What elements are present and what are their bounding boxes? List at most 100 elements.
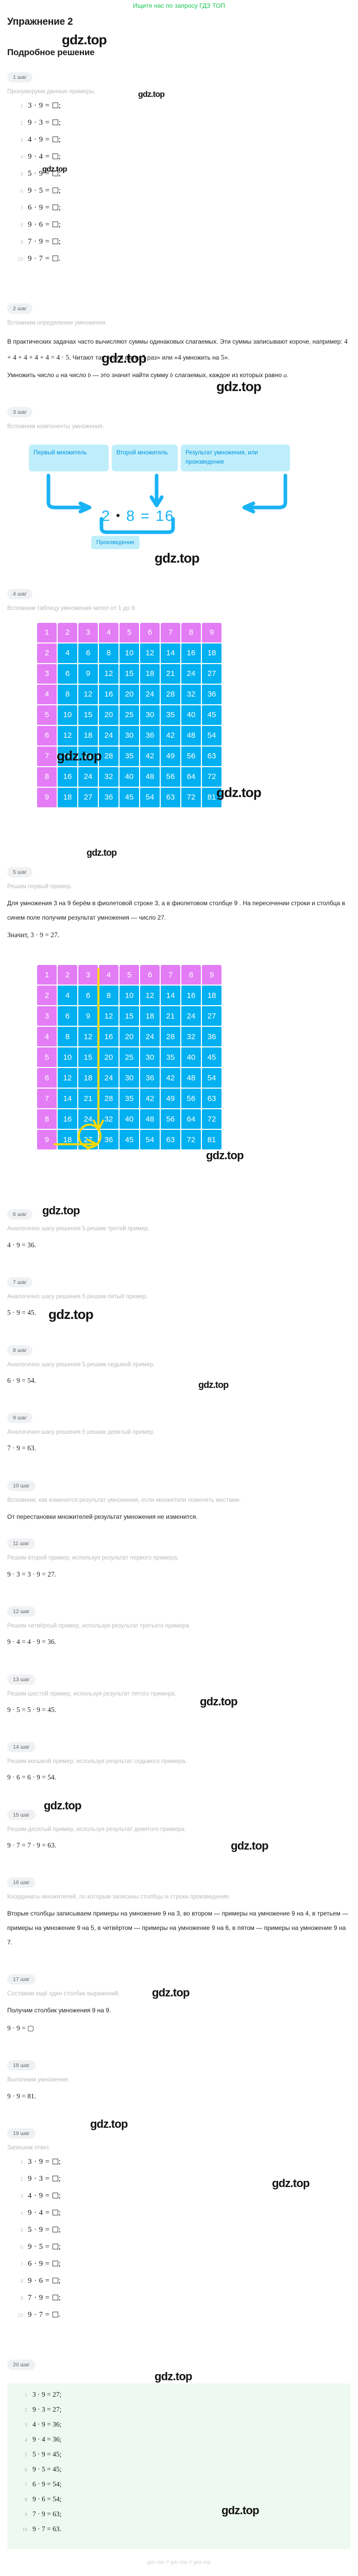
step-2-definition: Умножить число a на число b — это значит… xyxy=(7,371,288,379)
table-cell: 64 xyxy=(181,1109,201,1129)
multiplication-table-highlighted: 1 2 3 4 5 6 7 8 9 2 4 6 8 10 12 14 16 18 3 6 9 12 15 18 21 24 27 4 8… xyxy=(36,964,223,1150)
answer-number: 7 xyxy=(25,2482,27,2488)
table-row: 6 12 18 24 30 36 42 48 54 xyxy=(37,1068,221,1088)
table-cell: 14 xyxy=(161,643,180,663)
table-cell: 63 xyxy=(202,1089,221,1109)
answer-blank-box xyxy=(52,2312,58,2318)
answer-number: 10 xyxy=(17,2313,23,2319)
table-cell: 10 xyxy=(120,643,139,663)
table-cell: 27 xyxy=(202,664,221,684)
table-cell: 36 xyxy=(202,684,221,704)
table-cell: 32 xyxy=(181,684,201,704)
table-header-cell: 4 xyxy=(37,1027,57,1047)
table-header-cell: 7 xyxy=(161,622,180,642)
table-header-cell: 9 xyxy=(202,965,221,985)
step-2-paragraph: В практических задачах часто вычисляют с… xyxy=(7,337,348,361)
step-badge-11: 11 шаг xyxy=(7,1538,35,1549)
step-14-result: 9 · 6 = 6 · 9 = 54. xyxy=(7,1773,57,1782)
table-cell: 42 xyxy=(140,1089,160,1109)
table-header-cell: 4 xyxy=(99,965,118,985)
table-cell: 32 xyxy=(99,1109,118,1129)
table-cell: 48 xyxy=(140,1109,160,1129)
answer-blank-box xyxy=(52,222,58,228)
step-10-rule: От перестановки множителей результат умн… xyxy=(7,1513,198,1520)
table-cell: 24 xyxy=(99,1068,118,1088)
table-cell: 72 xyxy=(181,1130,201,1150)
answer-expression: 3 · 9 = ; xyxy=(28,2158,61,2166)
table-row: 2 4 6 8 10 12 14 16 18 xyxy=(37,986,221,1006)
first-factor-value: 2 xyxy=(101,508,111,525)
step-badge-2: 2 шаг xyxy=(7,303,32,314)
step-badge-16: 16 шаг xyxy=(7,1877,36,1888)
final-answer-row: 5 5 · 9 = 45; xyxy=(15,2450,343,2459)
answer-number: 6 xyxy=(25,2467,27,2473)
final-answer-row: 3 4 · 9 = 36; xyxy=(15,2420,343,2429)
list-item: 8 9 · 6 = ; xyxy=(7,221,351,229)
table-cell: 10 xyxy=(58,1047,77,1067)
list-item: 1 3 · 9 = ; xyxy=(7,101,351,110)
answer-blank-box xyxy=(52,2244,58,2250)
final-answer-row: 8 9 · 6 = 54; xyxy=(15,2495,343,2503)
table-header-cell: 6 xyxy=(140,965,160,985)
table-cell: 30 xyxy=(120,725,139,745)
step-2-intro: Вспомним определение умножения. xyxy=(7,320,107,327)
example-number: 1 xyxy=(20,104,23,110)
answer-expression: 6 · 9 = ; xyxy=(28,2260,61,2268)
table-cell: 15 xyxy=(78,705,98,725)
list-item: 3 4 · 9 = ; xyxy=(7,2192,351,2200)
variable-a: a xyxy=(283,371,287,379)
table-cell: 6 xyxy=(58,1006,77,1026)
example-number: 6 xyxy=(20,189,23,195)
second-factor-value: 8 xyxy=(126,508,136,525)
promo-banner: Ищите нас по запросу ГДЗ ТОП xyxy=(132,2,226,9)
example-number: 2 xyxy=(20,121,23,127)
table-cell: 35 xyxy=(120,746,139,766)
answer-number: 3 xyxy=(20,2194,23,2200)
answer-expression: 5 · 9 = 45; xyxy=(32,2450,62,2459)
answer-number: 4 xyxy=(25,2437,27,2444)
table-cell: 45 xyxy=(120,787,139,807)
table-cell: 40 xyxy=(181,1047,201,1067)
table-cell: 54 xyxy=(140,1130,160,1150)
answer-blank-box xyxy=(52,2159,58,2165)
table-cell: 24 xyxy=(181,664,201,684)
table-cell: 28 xyxy=(99,746,118,766)
variable-a: a xyxy=(56,371,59,379)
table-cell: 24 xyxy=(181,1006,201,1026)
table-cell: 12 xyxy=(99,1006,118,1026)
table-cell: 40 xyxy=(181,705,201,725)
table-cell: 9 xyxy=(78,664,98,684)
answer-number: 10 xyxy=(22,2527,27,2533)
table-cell: 18 xyxy=(202,643,221,663)
table-header-cell: 8 xyxy=(37,767,57,787)
final-answer-row: 1 3 · 9 = 27; xyxy=(15,2391,343,2399)
table-cell: 25 xyxy=(120,1047,139,1067)
table-cell: 18 xyxy=(58,787,77,807)
table-cell: 16 xyxy=(58,1109,77,1129)
table-cell: 4 xyxy=(58,986,77,1006)
table-cell: 27 xyxy=(78,787,98,807)
unsolved-answers-list: 1 3 · 9 = ; 2 9 · 3 = ; 3 4 · 9 = ; 4 9 · 4 = ;… xyxy=(7,2158,351,2319)
table-cell: 21 xyxy=(78,746,98,766)
answer-blank-box xyxy=(52,103,58,109)
answer-expression: 3 · 9 = 27; xyxy=(32,2391,62,2399)
table-cell: 10 xyxy=(120,986,139,1006)
table-cell: 27 xyxy=(78,1130,98,1150)
list-item: 6 9 · 5 = ; xyxy=(7,187,351,195)
answer-number: 5 xyxy=(20,2228,23,2234)
answer-expression: 9 · 4 = ; xyxy=(28,2209,61,2217)
table-cell: 54 xyxy=(202,1068,221,1088)
table-cell: 42 xyxy=(161,1068,180,1088)
example-equation: 2 • 8 = 16 xyxy=(101,508,174,525)
table-cell: 24 xyxy=(78,1109,98,1129)
table-cell: 27 xyxy=(202,1006,221,1026)
chip-second-factor: Второй множитель xyxy=(112,445,178,472)
step-16-intro: Координаты множителей, по которым записа… xyxy=(7,1894,230,1901)
answer-blank-box xyxy=(52,154,58,160)
list-item: 4 9 · 4 = ; xyxy=(7,152,351,161)
table-header-cell: 9 xyxy=(37,1130,57,1150)
step-18-intro: Выполним умножение. xyxy=(7,2077,70,2083)
answer-expression: 9 · 6 = 54; xyxy=(32,2495,62,2503)
final-answer-row: 2 9 · 3 = 27; xyxy=(15,2405,343,2414)
